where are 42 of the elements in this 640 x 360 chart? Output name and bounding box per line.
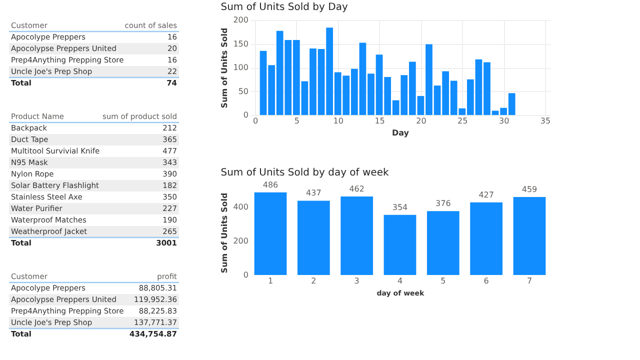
bar — [254, 192, 287, 275]
x-tick-label: 2 — [311, 276, 316, 286]
data-label: 427 — [478, 190, 494, 200]
data-label: 462 — [349, 184, 364, 194]
y-tick-label: 100 — [233, 63, 248, 72]
x-tick-label: 4 — [397, 276, 403, 286]
x-tick-label: 1 — [268, 276, 274, 286]
y-axis-title: Sum of Units Sold — [220, 192, 230, 274]
x-tick-label: 5 — [294, 116, 300, 126]
data-label: 376 — [436, 199, 451, 208]
x-tick-label: 35 — [540, 116, 551, 126]
x-tick-label: 15 — [374, 116, 385, 126]
chart-title: Sum of Units Sold by day of week — [220, 167, 389, 178]
bar — [384, 214, 416, 275]
x-tick-label: 7 — [526, 276, 532, 286]
y-tick-label: 50 — [238, 86, 248, 96]
y-tick-label: 0 — [243, 270, 248, 280]
x-tick-label: 25 — [458, 116, 468, 126]
x-tick-label: 5 — [440, 276, 446, 286]
bar — [297, 200, 330, 275]
y-tick-label: 0 — [243, 110, 248, 120]
x-tick-label: 3 — [354, 276, 360, 286]
x-axis-title: Day — [392, 128, 410, 138]
data-label: 486 — [262, 180, 278, 190]
x-tick-label: 6 — [484, 276, 489, 286]
chart-title: Sum of Units Sold by Day — [220, 2, 348, 13]
y-axis-title: Sum of Units Sold — [220, 28, 230, 108]
data-label: 354 — [392, 202, 408, 212]
bar — [470, 202, 503, 275]
x-tick-label: 20 — [416, 116, 426, 126]
y-tick-label: 400 — [233, 202, 248, 212]
x-tick-label: 0 — [252, 116, 258, 126]
x-tick-label: 10 — [333, 116, 344, 126]
data-label: 459 — [522, 184, 538, 194]
data-label: 437 — [306, 188, 322, 198]
y-tick-label: 150 — [233, 39, 248, 48]
bar — [340, 196, 374, 275]
x-tick-label: 30 — [498, 116, 510, 126]
bar — [513, 196, 546, 275]
bar — [426, 211, 460, 275]
y-tick-label: 200 — [233, 236, 248, 246]
y-tick-label: 200 — [233, 16, 248, 24]
